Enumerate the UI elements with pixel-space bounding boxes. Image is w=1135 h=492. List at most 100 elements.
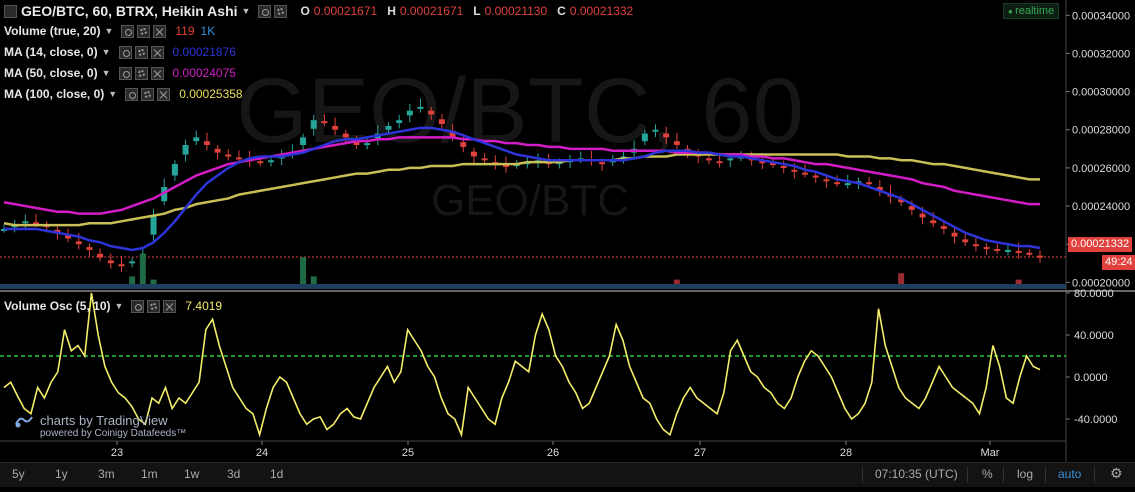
indicator-legend[interactable]: MA (14, close, 0) ▼ 0.00021876 [4, 45, 236, 59]
y-tick-label: 0.00028000 [1072, 125, 1130, 137]
range-button-3m[interactable]: 3m [98, 467, 115, 481]
candle-body [75, 241, 82, 245]
gear-icon[interactable] [134, 45, 148, 59]
ohlc-key: C [557, 4, 566, 18]
realtime-badge: realtime [1003, 3, 1060, 19]
eye-icon[interactable] [131, 299, 145, 313]
y-tick-label: 0.00020000 [1072, 277, 1130, 289]
candle-body [1004, 249, 1011, 252]
close-icon[interactable] [157, 87, 171, 101]
ohlc-value: 0.00021130 [484, 4, 548, 18]
gear-icon[interactable] [147, 299, 161, 313]
chart-background [0, 0, 1135, 462]
chevron-down-icon[interactable]: ▼ [108, 89, 118, 99]
gear-icon[interactable] [141, 87, 155, 101]
indicator-value: 0.00025358 [179, 87, 243, 101]
osc-legend[interactable]: Volume Osc (5, 10) ▼ 7.4019 [4, 299, 222, 313]
candle-body [353, 141, 360, 145]
close-icon[interactable] [150, 45, 164, 59]
indicator-label[interactable]: MA (14, close, 0) [4, 45, 98, 59]
close-icon[interactable] [153, 24, 167, 38]
clock-readout[interactable]: 07:10:35 (UTC) [875, 467, 958, 481]
chevron-down-icon[interactable]: ▼ [241, 6, 251, 16]
y-tick-label: 0.00024000 [1072, 201, 1130, 213]
osc-y-tick-label: -40.0000 [1074, 414, 1117, 426]
eye-icon[interactable] [118, 66, 132, 80]
gear-icon[interactable] [274, 4, 288, 18]
eye-icon[interactable] [125, 87, 139, 101]
candle-body [406, 110, 413, 116]
osc-value: 7.4019 [185, 299, 223, 313]
osc-y-tick-label: 80.0000 [1074, 288, 1114, 300]
log-toggle[interactable]: log [1017, 467, 1034, 481]
range-button-1m[interactable]: 1m [141, 467, 158, 481]
close-icon[interactable] [163, 299, 177, 313]
x-tick-label: 24 [256, 447, 268, 459]
candle-body [502, 165, 509, 168]
volume-bar [129, 276, 136, 289]
x-tick-label: 26 [547, 447, 559, 459]
indicator-legend[interactable]: MA (50, close, 0) ▼ 0.00024075 [4, 66, 236, 80]
candle-body [118, 264, 125, 267]
candle-body [107, 260, 114, 264]
candle-body [396, 120, 403, 124]
branding-main[interactable]: charts by TradingView [40, 413, 168, 428]
candle-body [716, 161, 723, 164]
candle-body [449, 130, 456, 138]
candle-body [994, 248, 1001, 251]
candle-body [65, 235, 72, 239]
eye-icon[interactable] [118, 45, 132, 59]
candle-body [834, 182, 841, 185]
range-button-1w[interactable]: 1w [184, 467, 200, 481]
osc-line [3, 292, 1041, 438]
candle-body [940, 226, 947, 229]
gear-icon[interactable] [137, 24, 151, 38]
ohlc-value: 0.00021671 [313, 4, 378, 18]
indicator-label[interactable]: MA (50, close, 0) [4, 66, 98, 80]
osc-label[interactable]: Volume Osc (5, 10) [4, 299, 111, 313]
auto-toggle[interactable]: auto [1058, 467, 1082, 481]
symbol-legend[interactable]: GEO/BTC, 60, BTRX, Heikin Ashi ▼ O 0.0002… [4, 3, 633, 19]
tradingview-branding[interactable]: charts by TradingView powered by Coinigy… [14, 413, 186, 439]
osc-y-tick-label: 0.0000 [1074, 372, 1108, 384]
chevron-down-icon[interactable]: ▼ [101, 68, 111, 78]
chevron-down-icon[interactable]: ▼ [101, 47, 111, 57]
candle-body [1026, 252, 1033, 255]
eye-icon[interactable] [121, 24, 135, 38]
indicator-legend[interactable]: Volume (true, 20) ▼ 119 1K [4, 24, 215, 38]
indicator-label[interactable]: MA (100, close, 0) [4, 87, 105, 101]
x-tick-label: 28 [840, 447, 852, 459]
chart-canvas[interactable]: GEO/BTC, 60GEO/BTC0.000340000.000320000.… [0, 0, 1135, 462]
candle-body [652, 129, 659, 132]
candle-body [321, 121, 328, 124]
x-tick-label: 23 [111, 447, 123, 459]
settings-gear-icon[interactable]: ⚙ [1110, 465, 1123, 481]
indicator-value: 0.00024075 [172, 66, 236, 80]
candle-body [769, 163, 776, 166]
percent-toggle[interactable]: % [982, 467, 993, 481]
collapse-icon[interactable] [4, 4, 17, 18]
candle-body [460, 142, 467, 147]
ma50-line [3, 136, 1040, 215]
candle-body [257, 161, 264, 164]
candle-body [171, 164, 178, 176]
range-button-1y[interactable]: 1y [55, 467, 68, 481]
close-icon[interactable] [150, 66, 164, 80]
y-tick-label: 0.00030000 [1072, 87, 1130, 99]
indicator-legend[interactable]: MA (100, close, 0) ▼ 0.00025358 [4, 87, 243, 101]
eye-icon[interactable] [258, 4, 272, 18]
symbol-label[interactable]: GEO/BTC, 60, BTRX, Heikin Ashi [21, 3, 238, 19]
ma14-line [4, 126, 1041, 252]
chevron-down-icon[interactable]: ▼ [104, 26, 114, 36]
candle-body [86, 247, 93, 250]
range-button-1d[interactable]: 1d [270, 467, 284, 481]
candle-body [791, 169, 798, 172]
gear-icon[interactable] [134, 66, 148, 80]
candle-body [844, 183, 851, 186]
candle-body [428, 110, 435, 115]
chevron-down-icon[interactable]: ▼ [114, 301, 124, 311]
range-button-5y[interactable]: 5y [12, 467, 25, 481]
indicator-label[interactable]: Volume (true, 20) [4, 24, 101, 38]
range-button-3d[interactable]: 3d [227, 467, 241, 481]
ohlc-values: O 0.00021671 H 0.00021671 L 0.00021130 C 0.0002… [290, 4, 633, 18]
